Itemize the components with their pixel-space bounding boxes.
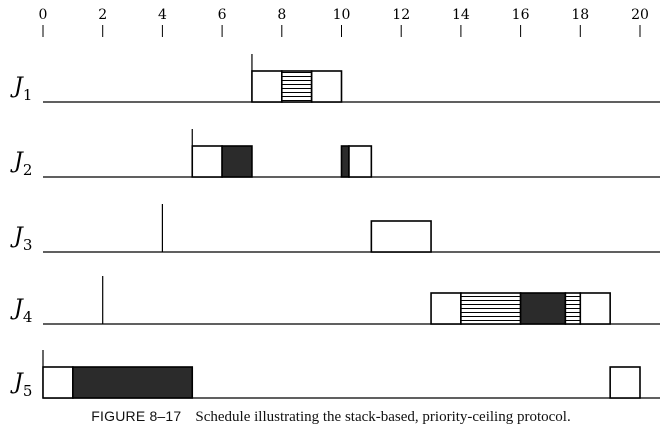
execution-segment-plain — [348, 145, 373, 178]
axis-tick-label: 20 — [631, 7, 649, 23]
time-axis: 0 2 4 6 8 10 12 14 16 18 20 — [39, 7, 649, 37]
execution-segment-plain — [310, 70, 343, 103]
job-rows: J1 J2 J3 J4 J5 — [10, 54, 660, 400]
job-row-1: J1 — [10, 54, 660, 104]
axis-tick-label: 12 — [392, 7, 410, 23]
execution-segment-dark — [221, 145, 253, 178]
execution-segment-striped — [460, 292, 522, 325]
job-row-3: J3 — [10, 204, 660, 254]
job-label: J3 — [10, 224, 32, 254]
axis-tick-label: 2 — [98, 7, 107, 23]
axis-tick-label: 14 — [452, 7, 470, 23]
job-row-4: J4 — [10, 276, 660, 326]
execution-segment-plain — [609, 366, 641, 399]
execution-segment-plain — [251, 70, 283, 103]
job-label: J1 — [10, 74, 32, 104]
execution-segment-plain — [191, 145, 223, 178]
axis-tick-label: 18 — [571, 7, 589, 23]
caption-text: Schedule illustrating the stack-based, p… — [195, 409, 571, 425]
axis-tick-label: 10 — [333, 7, 351, 23]
execution-segment-dark — [72, 366, 194, 399]
axis-tick-label: 0 — [39, 7, 48, 23]
axis-tick-label: 16 — [512, 7, 530, 23]
execution-segment-striped — [280, 70, 313, 103]
execution-segment-striped — [564, 292, 582, 325]
execution-segment-plain — [42, 366, 74, 399]
job-label: J4 — [10, 296, 32, 326]
job-label: J2 — [10, 149, 32, 179]
axis-tick-label: 8 — [277, 7, 286, 23]
execution-segment-dark — [340, 145, 350, 178]
job-row-5: J5 — [10, 350, 660, 400]
axis-tick-label: 4 — [158, 7, 167, 23]
execution-segment-dark — [519, 292, 567, 325]
axis-tick-label: 6 — [218, 7, 227, 23]
execution-segment-plain — [430, 292, 462, 325]
job-label: J5 — [10, 370, 32, 400]
execution-segment-plain — [370, 220, 432, 253]
execution-segment-plain — [579, 292, 611, 325]
job-row-2: J2 — [10, 129, 660, 179]
caption-label: FIGURE 8–17 — [91, 408, 182, 424]
figure-caption: FIGURE 8–17 Schedule illustrating the sta… — [0, 408, 662, 426]
